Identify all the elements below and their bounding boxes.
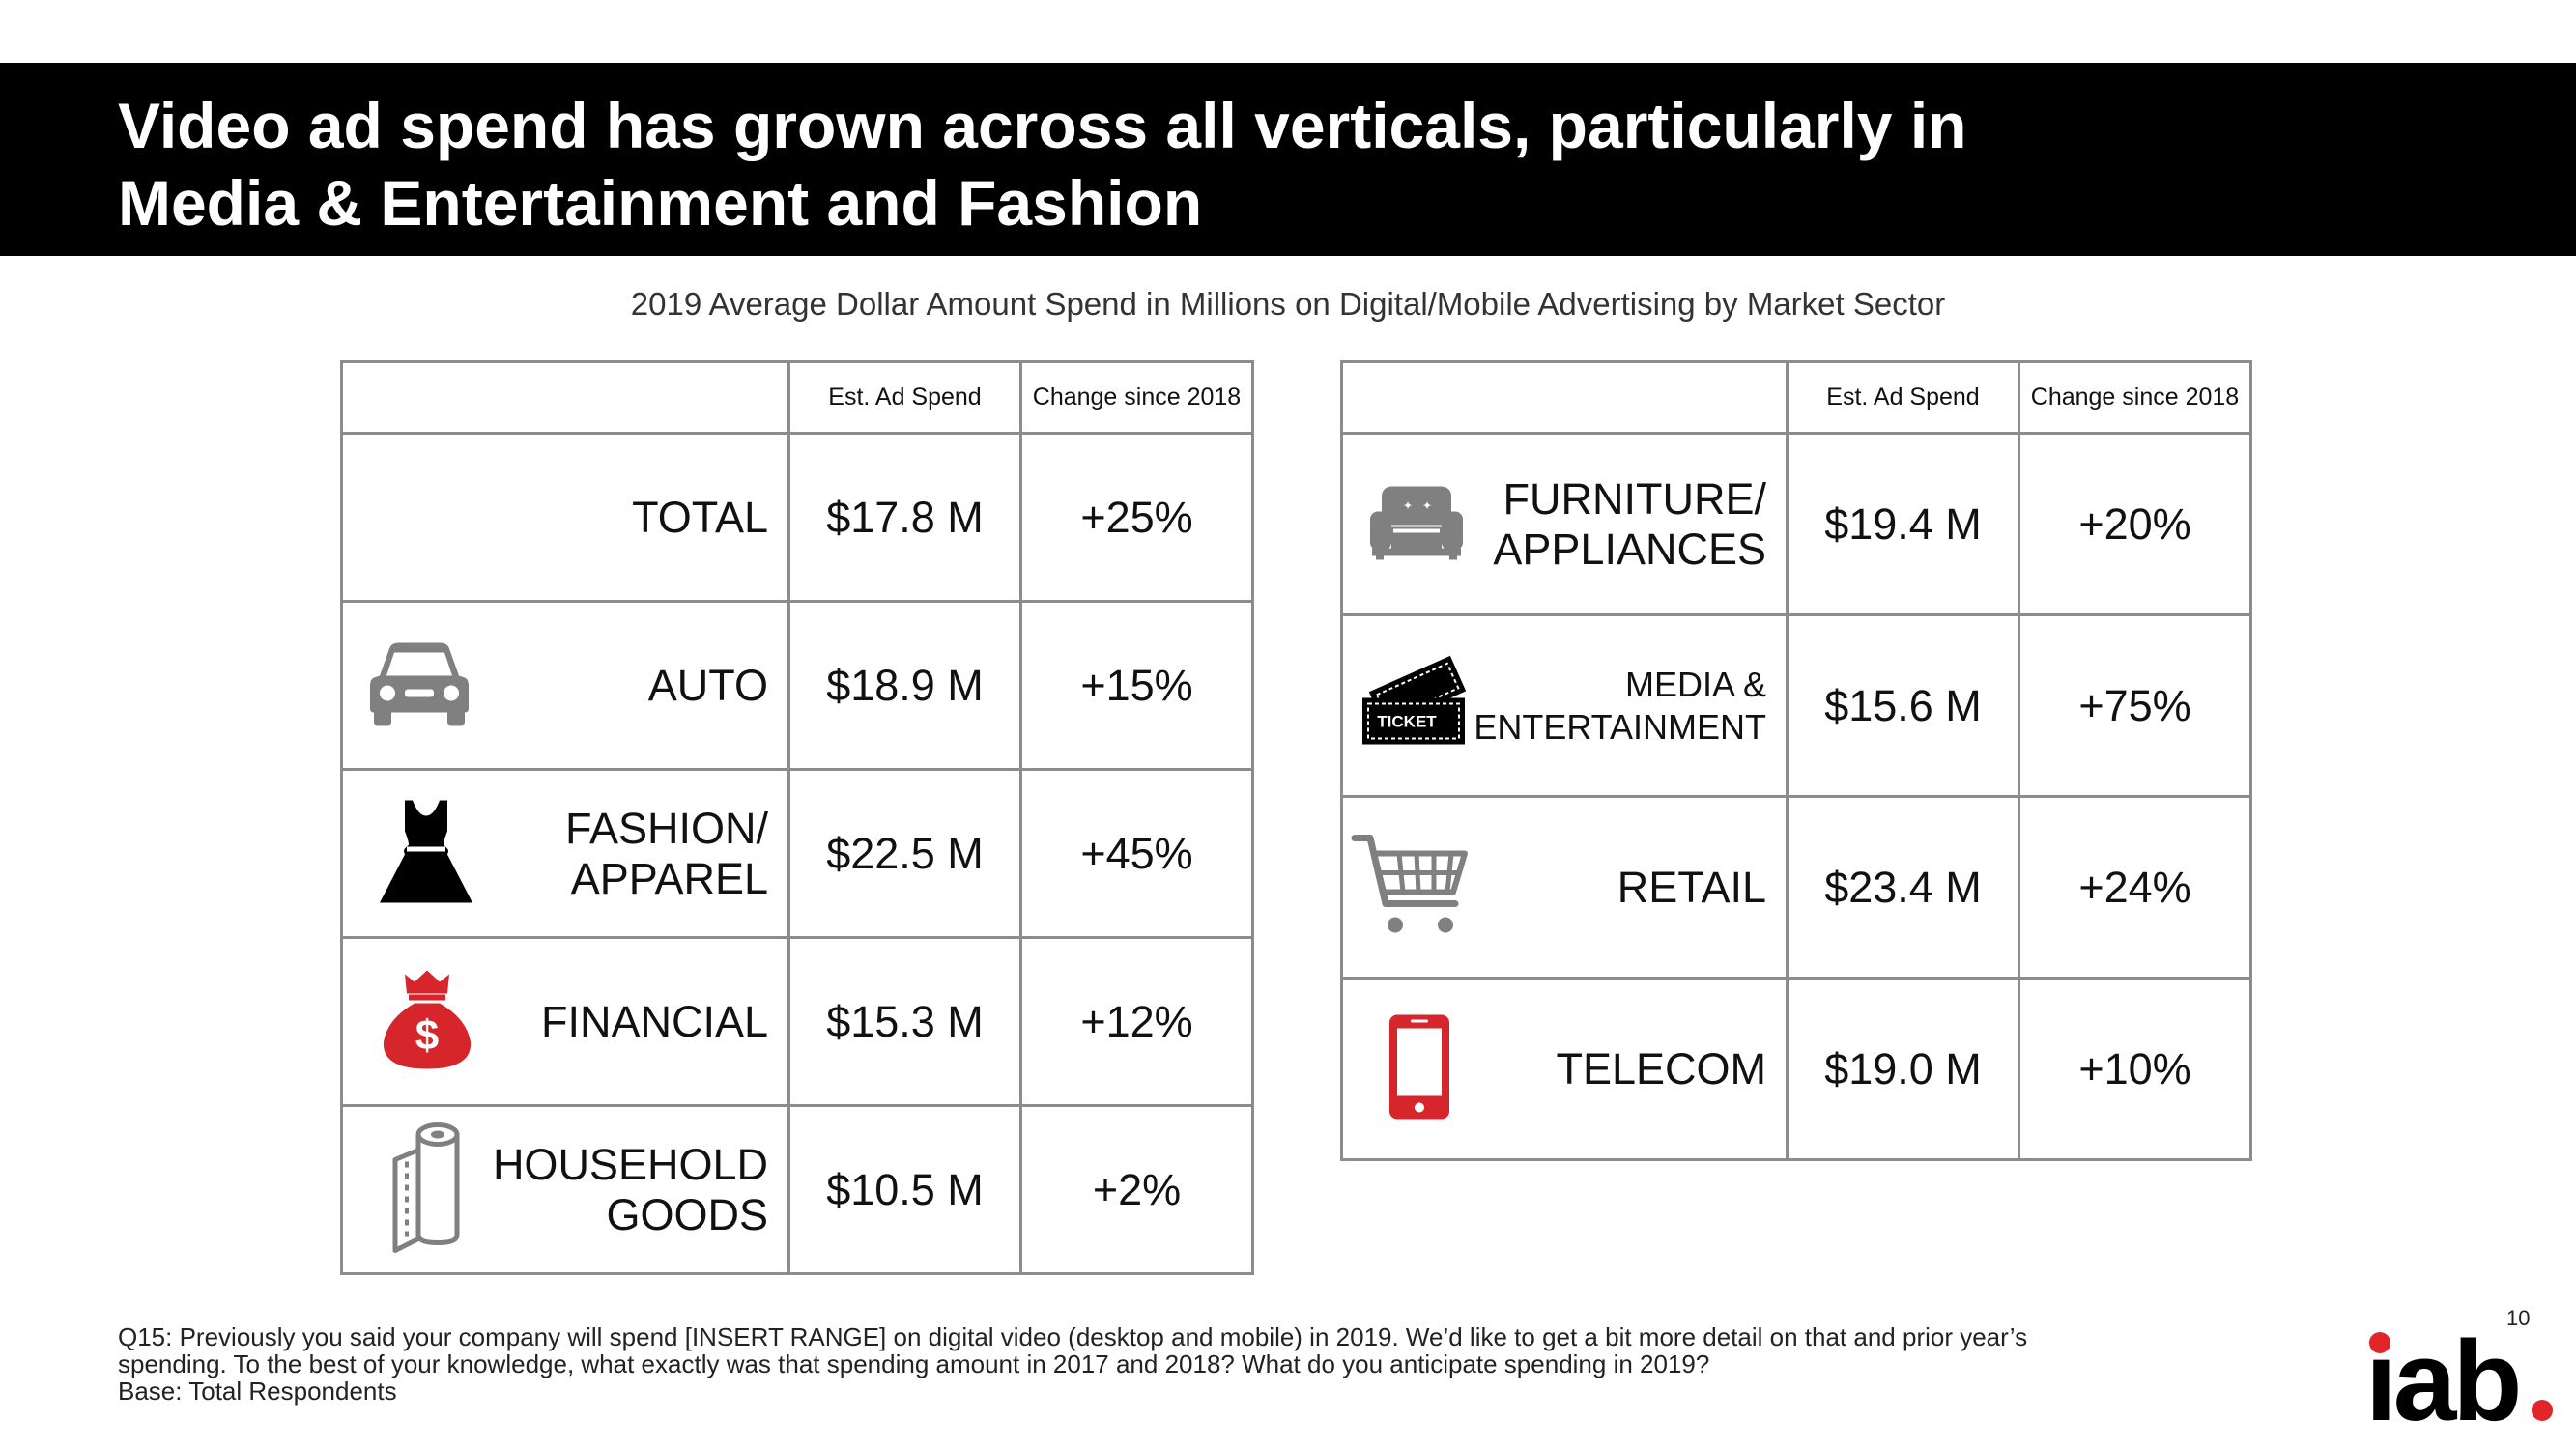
sector-name-cell: HOUSEHOLD GOODS bbox=[340, 1104, 790, 1275]
header-est-ad-spend: Est. Ad Spend bbox=[787, 360, 1022, 435]
est-ad-spend-value: $22.5 M bbox=[787, 768, 1022, 939]
sector-name-line1: FASHION/ bbox=[564, 803, 768, 853]
sector-label: FASHION/ APPAREL bbox=[565, 771, 768, 936]
change-value: +10% bbox=[2018, 977, 2252, 1161]
sector-label: FINANCIAL bbox=[541, 939, 768, 1104]
header-change-since-2018: Change since 2018 bbox=[2018, 360, 2252, 435]
sector-name-cell: TOTAL bbox=[340, 432, 790, 603]
change-value: +25% bbox=[1019, 432, 1254, 603]
change-value: +20% bbox=[2018, 432, 2252, 616]
header-blank bbox=[340, 360, 790, 435]
logo-text: iab bbox=[2365, 1325, 2519, 1434]
slide-title: Video ad spend has grown across all vert… bbox=[118, 87, 2340, 242]
table-row: TOTAL $17.8 M +25% bbox=[340, 432, 1254, 603]
sector-name-cell: $ FINANCIAL bbox=[340, 936, 790, 1107]
sector-label: HOUSEHOLD GOODS bbox=[493, 1107, 768, 1272]
sector-name-line1: FINANCIAL bbox=[540, 996, 768, 1046]
sector-name-line1: AUTO bbox=[647, 660, 768, 710]
sector-name-line2: ENTERTAINMENT bbox=[1474, 706, 1766, 747]
sofa-icon: ✦ ✦ bbox=[1368, 484, 1465, 564]
mobile-phone-icon bbox=[1388, 1012, 1451, 1125]
sector-name-line2: APPAREL bbox=[570, 853, 768, 903]
table-row: RETAIL $23.4 M +24% bbox=[1340, 795, 2252, 980]
svg-text:✦: ✦ bbox=[1422, 498, 1432, 512]
paper-towel-icon bbox=[391, 1121, 461, 1259]
sector-label: TOTAL bbox=[632, 435, 768, 600]
header-blank bbox=[1340, 360, 1789, 435]
sector-label: AUTO bbox=[648, 603, 768, 768]
sector-label: MEDIA & ENTERTAINMENT bbox=[1474, 616, 1766, 795]
change-value: +12% bbox=[1019, 936, 1254, 1107]
table-row: FASHION/ APPAREL $22.5 M +45% bbox=[340, 768, 1254, 939]
table-row: TICKET MEDIA & ENTERTAINMENT $15.6 M +75… bbox=[1340, 613, 2252, 798]
sector-name-cell: TICKET MEDIA & ENTERTAINMENT bbox=[1340, 613, 1789, 798]
footnote: Q15: Previously you said your company wi… bbox=[118, 1323, 2244, 1405]
right-sector-table: Est. Ad Spend Change since 2018 ✦ bbox=[1340, 360, 2252, 1161]
header-change-since-2018: Change since 2018 bbox=[1019, 360, 1254, 435]
sector-name-line1: HOUSEHOLD bbox=[492, 1139, 768, 1189]
ticket-text: TICKET bbox=[1377, 712, 1437, 730]
change-value: +45% bbox=[1019, 768, 1254, 939]
est-ad-spend-value: $19.0 M bbox=[1786, 977, 2020, 1161]
change-value: +24% bbox=[2018, 795, 2252, 980]
left-sector-table: Est. Ad Spend Change since 2018 TOTAL $1… bbox=[340, 360, 1254, 1275]
table-header-row: Est. Ad Spend Change since 2018 bbox=[1340, 360, 2252, 435]
iab-logo: iab bbox=[2365, 1318, 2559, 1445]
sector-label: FURNITURE/ APPLIANCES bbox=[1493, 435, 1766, 613]
title-bar bbox=[0, 63, 2576, 256]
est-ad-spend-value: $23.4 M bbox=[1786, 795, 2020, 980]
money-bag-icon: $ bbox=[380, 968, 474, 1075]
table-row: HOUSEHOLD GOODS $10.5 M +2% bbox=[340, 1104, 1254, 1275]
page-number: 10 bbox=[2506, 1306, 2531, 1330]
sector-name-line1: TELECOM bbox=[1556, 1043, 1766, 1094]
est-ad-spend-value: $15.6 M bbox=[1786, 613, 2020, 798]
sector-name-line1: FURNITURE/ bbox=[1503, 473, 1766, 524]
sector-label: TELECOM bbox=[1556, 980, 1766, 1158]
svg-text:$: $ bbox=[415, 1011, 439, 1059]
shopping-cart-icon bbox=[1351, 832, 1473, 943]
table-header-row: Est. Ad Spend Change since 2018 bbox=[340, 360, 1254, 435]
est-ad-spend-value: $10.5 M bbox=[787, 1104, 1022, 1275]
sector-label: RETAIL bbox=[1617, 798, 1766, 977]
slide-title-line-2: Media & Entertainment and Fashion bbox=[118, 167, 1203, 239]
sector-name-cell: RETAIL bbox=[1340, 795, 1789, 980]
table-row: ✦ ✦ FURNITURE/ APPLIANCES $19.4 M +20% bbox=[1340, 432, 2252, 616]
sector-name-line1: TOTAL bbox=[632, 492, 768, 542]
header-est-ad-spend: Est. Ad Spend bbox=[1786, 360, 2020, 435]
slide-title-line-1: Video ad spend has grown across all vert… bbox=[118, 90, 1967, 161]
est-ad-spend-value: $18.9 M bbox=[787, 600, 1022, 771]
sector-name-line2: APPLIANCES bbox=[1493, 524, 1766, 574]
est-ad-spend-value: $19.4 M bbox=[1786, 432, 2020, 616]
table-row: AUTO $18.9 M +15% bbox=[340, 600, 1254, 771]
dress-icon bbox=[380, 798, 472, 909]
car-icon bbox=[368, 639, 471, 732]
sector-name-line2: GOODS bbox=[606, 1189, 768, 1239]
sector-name-cell: TELECOM bbox=[1340, 977, 1789, 1161]
sector-name-line1: MEDIA & bbox=[1624, 664, 1766, 704]
est-ad-spend-value: $17.8 M bbox=[787, 432, 1022, 603]
change-value: +75% bbox=[2018, 613, 2252, 798]
change-value: +2% bbox=[1019, 1104, 1254, 1275]
sector-name-line1: RETAIL bbox=[1617, 862, 1766, 912]
est-ad-spend-value: $15.3 M bbox=[787, 936, 1022, 1107]
chart-subtitle: 2019 Average Dollar Amount Spend in Mill… bbox=[630, 286, 1946, 322]
svg-text:✦: ✦ bbox=[1403, 498, 1413, 512]
sector-name-cell: AUTO bbox=[340, 600, 790, 771]
change-value: +15% bbox=[1019, 600, 1254, 771]
ticket-icon: TICKET bbox=[1359, 655, 1473, 756]
footnote-line-3: Base: Total Respondents bbox=[118, 1377, 397, 1406]
table-row: $ FINANCIAL $15.3 M +12% bbox=[340, 936, 1254, 1107]
footnote-line-1: Q15: Previously you said your company wi… bbox=[118, 1322, 2028, 1351]
sector-name-cell: FASHION/ APPAREL bbox=[340, 768, 790, 939]
footnote-line-2: spending. To the best of your knowledge,… bbox=[118, 1350, 1710, 1378]
sector-name-cell: ✦ ✦ FURNITURE/ APPLIANCES bbox=[1340, 432, 1789, 616]
table-row: TELECOM $19.0 M +10% bbox=[1340, 977, 2252, 1161]
